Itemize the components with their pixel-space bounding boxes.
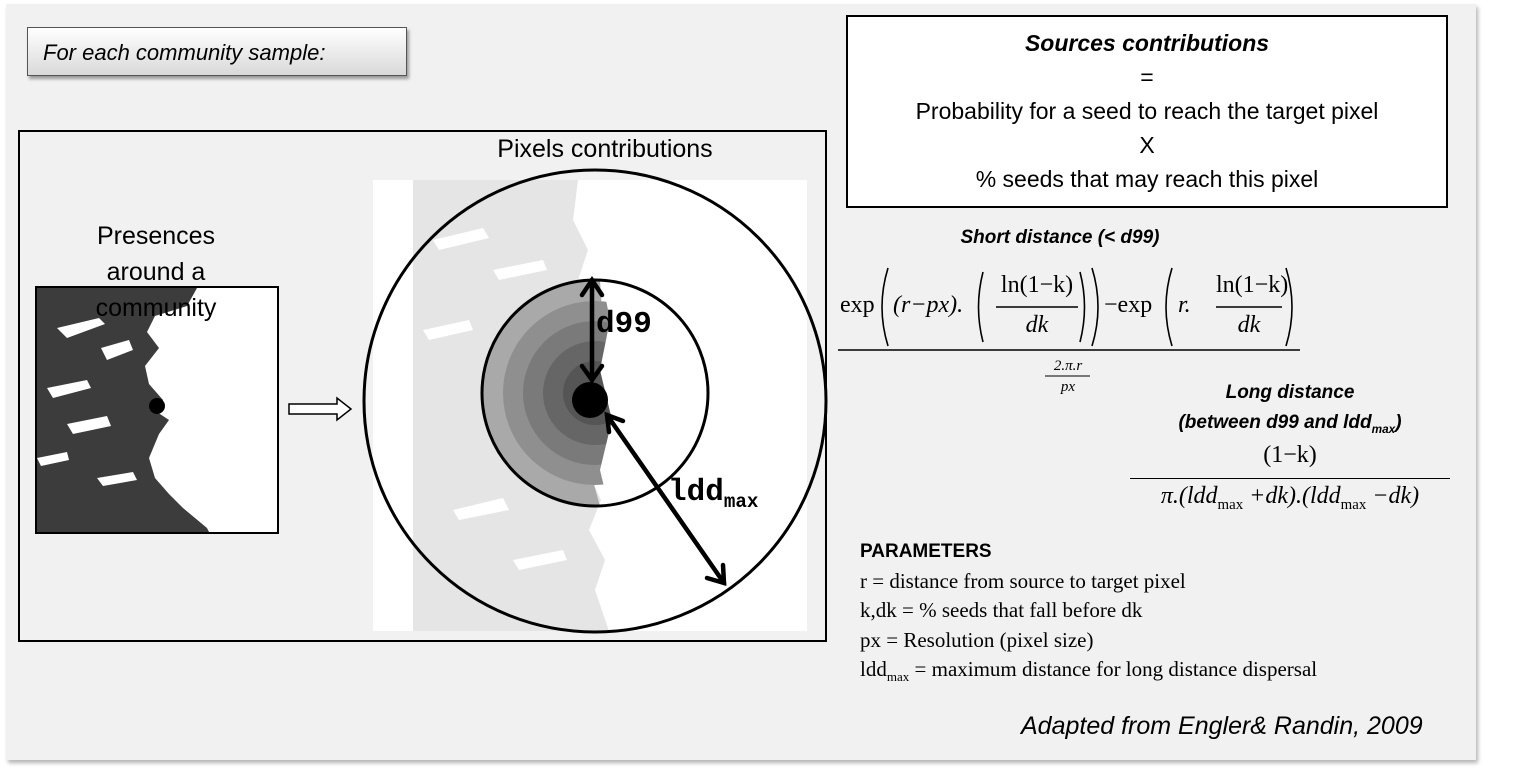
pixels-contributions-title: Pixels contributions xyxy=(497,135,713,163)
d99-arrow xyxy=(579,275,605,384)
inner-term-2: r. xyxy=(1178,292,1191,318)
contribution-map xyxy=(373,180,807,631)
short-distance-label: Short distance (< d99) xyxy=(960,227,1160,248)
param-r: r = distance from source to target pixel xyxy=(860,568,1186,593)
long-distance-line-1: Long distance xyxy=(1225,382,1355,403)
parameters-header: PARAMETERS xyxy=(860,541,992,562)
long-fraction-bar xyxy=(1130,478,1450,479)
short-distance-formula: exp (r−px). ln(1−k) dk −exp r. ln(1−k) d… xyxy=(838,262,1303,402)
long-numerator: (1−k) xyxy=(1263,442,1317,468)
short-denominator-top: 2.π.r xyxy=(1053,358,1083,374)
equals-sign: = xyxy=(1140,64,1154,90)
white-lake-4 xyxy=(453,498,509,520)
presence-map xyxy=(35,286,279,534)
light-lake-5 xyxy=(37,452,69,466)
outer-ldd-circle xyxy=(362,168,828,634)
ldd-arrow xyxy=(604,411,727,587)
white-lake-5 xyxy=(513,550,567,570)
ln-denominator-2: dk xyxy=(1237,312,1261,338)
long-distance-label: Long distance (between d99 and lddmax) xyxy=(1140,378,1440,445)
sources-title: Sources contributions xyxy=(1024,30,1270,56)
source-pixel-dot xyxy=(572,382,608,418)
presences-label: Presences around a community xyxy=(95,222,217,322)
ln-numerator-2: ln(1−k) xyxy=(1216,272,1289,298)
dark-land-region xyxy=(37,288,209,532)
transfer-arrow xyxy=(288,396,353,422)
light-lake-1 xyxy=(57,318,105,338)
ln-denominator-1: dk xyxy=(1025,312,1049,338)
param-ldd: lddmax = maximum distance for long dista… xyxy=(860,657,1318,685)
inner-term-1: (r−px). xyxy=(893,292,964,318)
light-lake-2 xyxy=(101,340,133,360)
community-dot xyxy=(149,398,165,414)
ldd-max-label: lddmax xyxy=(668,475,759,514)
ln-numerator-1: ln(1−k) xyxy=(1000,272,1074,298)
short-formula-brackets xyxy=(838,267,1300,377)
sources-contributions-box: Sources contributions = Probability for … xyxy=(846,15,1448,208)
light-lake-6 xyxy=(97,472,137,486)
exp-1: exp xyxy=(840,292,875,318)
white-lake-3 xyxy=(423,320,473,340)
sources-line-1: Probability for a seed to reach the targ… xyxy=(915,98,1379,124)
white-lake-1 xyxy=(433,228,489,250)
parameters-list: PARAMETERS r = distance from source to t… xyxy=(860,537,1317,692)
short-denominator-bottom: px xyxy=(1060,379,1076,395)
citation: Adapted from Engler& Randin, 2009 xyxy=(1021,712,1423,740)
d99-label: d99 xyxy=(596,307,652,342)
community-sample-label: For each community sample: xyxy=(27,27,407,76)
presence-map-shapes xyxy=(37,288,209,532)
long-distance-line-2: (between d99 and lddmax) xyxy=(1178,412,1402,436)
light-lake-4 xyxy=(67,416,111,434)
minus-exp: −exp xyxy=(1104,292,1153,318)
long-distance-formula: (1−k) π.(lddmax +dk).(lddmax −dk) xyxy=(1130,440,1450,520)
sources-line-2: % seeds that may reach this pixel xyxy=(975,166,1319,192)
param-px: px = Resolution (pixel size) xyxy=(860,627,1094,652)
white-lake-2 xyxy=(493,260,547,280)
times-sign: X xyxy=(1139,132,1155,158)
long-denominator: π.(lddmax +dk).(lddmax −dk) xyxy=(1160,483,1420,513)
param-k: k,dk = % seeds that fall before dk xyxy=(860,598,1143,622)
inner-d99-circle xyxy=(480,278,710,508)
light-lake-3 xyxy=(47,380,91,398)
